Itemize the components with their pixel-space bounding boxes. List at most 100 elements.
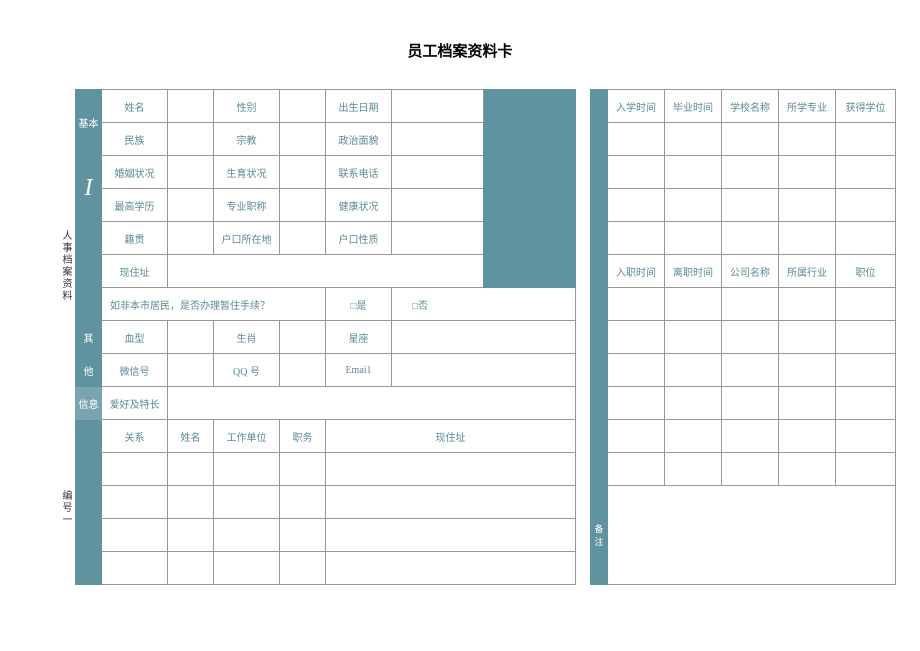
edu-r3-d[interactable] — [779, 189, 836, 222]
val-phone[interactable] — [392, 156, 484, 189]
wrk-r2-d[interactable] — [779, 321, 836, 354]
val-constellation[interactable] — [392, 321, 576, 354]
wrk-r2-e[interactable] — [836, 321, 896, 354]
wrk-r1-e[interactable] — [836, 288, 896, 321]
edu-r4-c[interactable] — [722, 222, 779, 255]
wrk-r4-a[interactable] — [608, 387, 665, 420]
wrk-r2-b[interactable] — [665, 321, 722, 354]
wrk-r6-e[interactable] — [836, 453, 896, 486]
fam-r3-b[interactable] — [168, 519, 214, 552]
wrk-r5-b[interactable] — [665, 420, 722, 453]
wrk-r2-c[interactable] — [722, 321, 779, 354]
val-ethnic[interactable] — [168, 123, 214, 156]
wrk-r1-c[interactable] — [722, 288, 779, 321]
opt-no[interactable]: □否 — [392, 288, 576, 321]
val-name[interactable] — [168, 90, 214, 123]
fam-r2-b[interactable] — [168, 486, 214, 519]
wrk-r1-a[interactable] — [608, 288, 665, 321]
fam-r1-e[interactable] — [326, 453, 576, 486]
edu-r4-d[interactable] — [779, 222, 836, 255]
val-edu[interactable] — [168, 189, 214, 222]
fam-r2-d[interactable] — [280, 486, 326, 519]
val-hukou-type[interactable] — [392, 222, 484, 255]
wrk-r5-c[interactable] — [722, 420, 779, 453]
wrk-r3-a[interactable] — [608, 354, 665, 387]
edu-r2-d[interactable] — [779, 156, 836, 189]
edu-r1-d[interactable] — [779, 123, 836, 156]
val-zodiac[interactable] — [280, 321, 326, 354]
val-religion[interactable] — [280, 123, 326, 156]
fam-r3-c[interactable] — [214, 519, 280, 552]
val-political[interactable] — [392, 123, 484, 156]
wrk-r3-c[interactable] — [722, 354, 779, 387]
wrk-r6-a[interactable] — [608, 453, 665, 486]
val-address[interactable] — [168, 255, 484, 288]
edu-r4-b[interactable] — [665, 222, 722, 255]
edu-r2-c[interactable] — [722, 156, 779, 189]
wrk-r4-d[interactable] — [779, 387, 836, 420]
wrk-r5-d[interactable] — [779, 420, 836, 453]
edu-r2-b[interactable] — [665, 156, 722, 189]
val-hobby[interactable] — [168, 387, 576, 420]
edu-r2-e[interactable] — [836, 156, 896, 189]
fam-r2-a[interactable] — [102, 486, 168, 519]
edu-r1-e[interactable] — [836, 123, 896, 156]
wrk-r1-b[interactable] — [665, 288, 722, 321]
fam-r4-b[interactable] — [168, 552, 214, 585]
hdr-workunit: 工作单位 — [214, 420, 280, 453]
wrk-r1-d[interactable] — [779, 288, 836, 321]
hdr-faddress: 现住址 — [326, 420, 576, 453]
opt-yes[interactable]: □是 — [326, 288, 392, 321]
val-qq[interactable] — [280, 354, 326, 387]
edu-r2-a[interactable] — [608, 156, 665, 189]
edu-r4-e[interactable] — [836, 222, 896, 255]
edu-r3-a[interactable] — [608, 189, 665, 222]
wrk-r4-b[interactable] — [665, 387, 722, 420]
edu-r4-a[interactable] — [608, 222, 665, 255]
fam-r4-c[interactable] — [214, 552, 280, 585]
wrk-r6-c[interactable] — [722, 453, 779, 486]
fam-r1-c[interactable] — [214, 453, 280, 486]
wrk-r6-b[interactable] — [665, 453, 722, 486]
edu-r3-e[interactable] — [836, 189, 896, 222]
wrk-r4-e[interactable] — [836, 387, 896, 420]
fam-r2-e[interactable] — [326, 486, 576, 519]
wrk-r5-a[interactable] — [608, 420, 665, 453]
val-note[interactable] — [608, 486, 896, 585]
edu-r3-c[interactable] — [722, 189, 779, 222]
val-native[interactable] — [168, 222, 214, 255]
wrk-r6-d[interactable] — [779, 453, 836, 486]
edu-r3-b[interactable] — [665, 189, 722, 222]
edu-r1-c[interactable] — [722, 123, 779, 156]
val-email[interactable] — [392, 354, 576, 387]
fam-r3-d[interactable] — [280, 519, 326, 552]
fam-r3-a[interactable] — [102, 519, 168, 552]
edu-r1-a[interactable] — [608, 123, 665, 156]
wrk-r2-a[interactable] — [608, 321, 665, 354]
wrk-r5-e[interactable] — [836, 420, 896, 453]
val-fertility[interactable] — [280, 156, 326, 189]
val-marriage[interactable] — [168, 156, 214, 189]
fam-r2-c[interactable] — [214, 486, 280, 519]
val-health[interactable] — [392, 189, 484, 222]
val-birth[interactable] — [392, 90, 484, 123]
edu-r1-b[interactable] — [665, 123, 722, 156]
wrk-r3-b[interactable] — [665, 354, 722, 387]
val-blood[interactable] — [168, 321, 214, 354]
fam-r4-e[interactable] — [326, 552, 576, 585]
val-hukou-loc[interactable] — [280, 222, 326, 255]
wrk-r3-e[interactable] — [836, 354, 896, 387]
fam-r3-e[interactable] — [326, 519, 576, 552]
hdr-relation: 关系 — [102, 420, 168, 453]
fam-r4-a[interactable] — [102, 552, 168, 585]
val-wechat[interactable] — [168, 354, 214, 387]
fam-r4-d[interactable] — [280, 552, 326, 585]
side-basic: 基本 — [76, 90, 102, 156]
fam-r1-d[interactable] — [280, 453, 326, 486]
wrk-r3-d[interactable] — [779, 354, 836, 387]
val-gender[interactable] — [280, 90, 326, 123]
val-title[interactable] — [280, 189, 326, 222]
fam-r1-b[interactable] — [168, 453, 214, 486]
wrk-r4-c[interactable] — [722, 387, 779, 420]
fam-r1-a[interactable] — [102, 453, 168, 486]
